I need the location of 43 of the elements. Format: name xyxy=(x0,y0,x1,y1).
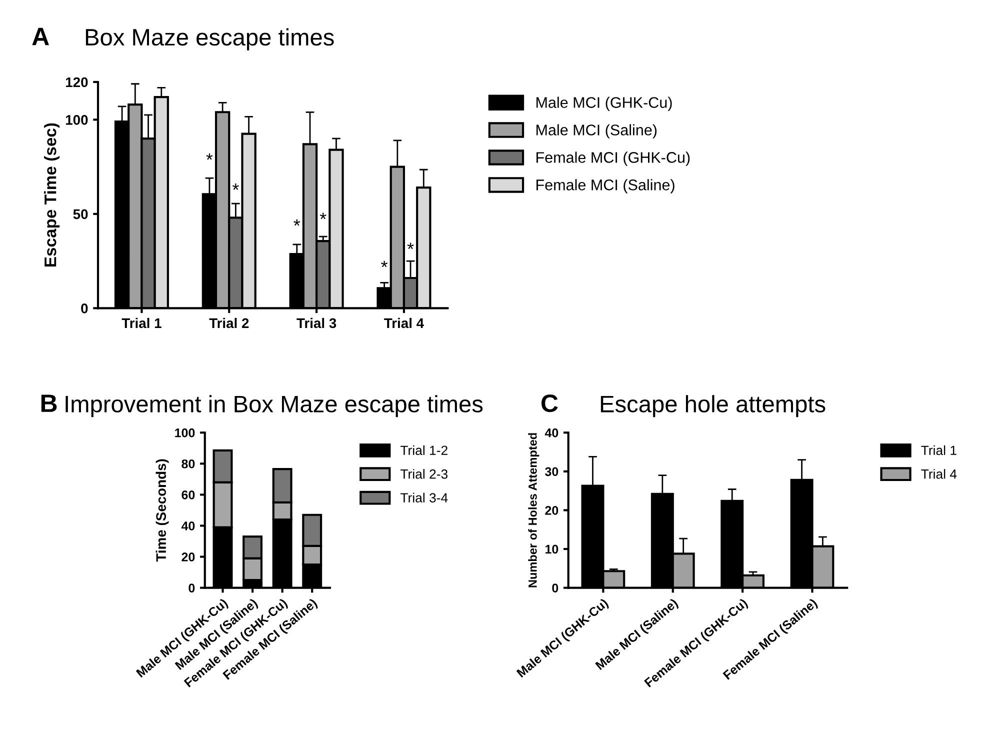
legend-label: Female MCI (GHK-Cu) xyxy=(536,152,690,166)
y-tick-label: 40 xyxy=(544,428,558,438)
annotation: * xyxy=(294,219,300,226)
chart-title: Box Maze escape times xyxy=(86,28,334,50)
text: A xyxy=(32,28,49,46)
y-tick-label: 0 xyxy=(188,584,195,592)
x-tick-label: Trial 3 xyxy=(296,318,336,328)
y-tick-label: 30 xyxy=(545,467,558,476)
y-tick-label: 0 xyxy=(81,304,88,314)
legend-label: Female MCI (Saline) xyxy=(536,179,674,194)
y-axis-title: Escape Time (sec) xyxy=(44,123,60,267)
legend-label: Trial 1 xyxy=(921,445,956,456)
legend-label: Trial 2-3 xyxy=(400,469,448,479)
legend-label: Male MCI (Saline) xyxy=(536,124,657,138)
y-tick-label: 40 xyxy=(181,522,195,530)
y-tick-label: 10 xyxy=(546,544,558,554)
y-tick-label: 100 xyxy=(175,428,195,438)
x-tick-label: Trial 2 xyxy=(209,318,249,328)
legend-label: Trial 3-4 xyxy=(400,492,448,502)
annotation: * xyxy=(232,184,239,190)
y-axis-title: Number of Holes Attempted xyxy=(528,433,540,588)
annotation: * xyxy=(407,242,414,250)
legend-label: Trial 4 xyxy=(921,469,957,479)
annotation: * xyxy=(320,212,326,220)
y-tick-label: 100 xyxy=(66,115,88,125)
y-tick-label: 0 xyxy=(552,584,558,592)
legend-label: Trial 1-2 xyxy=(400,445,448,456)
y-tick-label: 20 xyxy=(545,506,558,515)
y-tick-label: 20 xyxy=(182,552,195,562)
y-tick-label: 80 xyxy=(182,459,195,468)
text: B xyxy=(41,394,57,412)
legend-label: Male MCI (GHK-Cu) xyxy=(536,96,672,111)
y-tick-label: 120 xyxy=(66,77,88,88)
annotation: * xyxy=(206,153,213,160)
x-tick-label: Trial 1 xyxy=(122,318,162,328)
y-tick-label: 50 xyxy=(73,209,88,220)
annotation: * xyxy=(381,260,388,268)
y-tick-label: 60 xyxy=(182,490,195,500)
y-axis-title: Time (Seconds) xyxy=(156,459,169,562)
x-tick-label: Trial 4 xyxy=(384,318,424,328)
chart-title: Improvement in Box Maze escape times xyxy=(66,395,483,418)
text: C xyxy=(541,394,558,412)
chart-title: Escape hole attempts xyxy=(600,395,826,418)
